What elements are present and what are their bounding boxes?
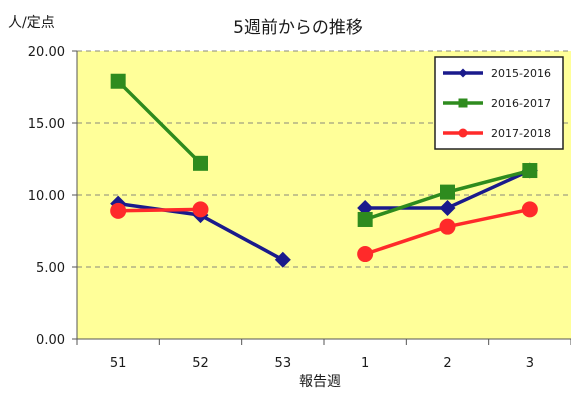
series-2016-2017 bbox=[110, 73, 538, 227]
legend-item: 2015-2016 bbox=[443, 67, 551, 80]
x-tick-label: 51 bbox=[110, 356, 127, 371]
data-point bbox=[192, 201, 209, 218]
legend-item: 2017-2018 bbox=[443, 127, 551, 140]
y-tick-label: 20.00 bbox=[28, 45, 65, 60]
x-axis-title: 報告週 bbox=[299, 374, 341, 390]
data-point bbox=[458, 68, 468, 78]
data-point bbox=[458, 128, 468, 138]
y-axis-title: 人/定点 bbox=[8, 15, 55, 31]
data-point bbox=[440, 184, 455, 200]
series-layer bbox=[110, 73, 538, 268]
data-point bbox=[357, 199, 374, 216]
data-point bbox=[522, 163, 538, 179]
data-point bbox=[439, 218, 456, 235]
chart-title: 5週前からの推移 bbox=[233, 18, 363, 38]
x-tick-label: 2 bbox=[443, 356, 451, 371]
series-2017-2018 bbox=[110, 201, 538, 263]
legend-label: 2016-2017 bbox=[491, 97, 551, 110]
data-point bbox=[521, 201, 538, 218]
x-tick-label: 52 bbox=[192, 356, 209, 371]
x-tick-label: 1 bbox=[361, 356, 369, 371]
y-tick-label: 0.00 bbox=[36, 333, 65, 348]
y-tick-label: 15.00 bbox=[28, 117, 65, 132]
legend-item: 2016-2017 bbox=[443, 97, 551, 110]
data-point bbox=[458, 98, 468, 108]
x-tick-label: 53 bbox=[275, 356, 292, 371]
data-point bbox=[110, 73, 126, 89]
legend: 2015-2016 2016-2017 2017-2018 bbox=[434, 56, 564, 150]
legend-label: 2017-2018 bbox=[491, 127, 551, 140]
legend-items: 2015-2016 2016-2017 2017-2018 bbox=[443, 67, 551, 140]
series-line bbox=[116, 207, 203, 213]
legend-label: 2015-2016 bbox=[491, 67, 551, 80]
y-tick-label: 5.00 bbox=[36, 261, 65, 276]
y-tick-label: 10.00 bbox=[28, 189, 65, 204]
x-tick-labels: 51 52 53 1 2 3 bbox=[76, 339, 571, 371]
data-point bbox=[439, 199, 456, 216]
data-point bbox=[357, 211, 373, 227]
data-point bbox=[193, 155, 208, 171]
x-tick-label: 3 bbox=[526, 356, 534, 371]
series-line bbox=[116, 79, 203, 166]
data-point bbox=[274, 251, 291, 268]
data-point bbox=[357, 246, 374, 263]
y-tick-labels: 0.00 5.00 10.00 15.00 20.00 bbox=[28, 45, 77, 348]
data-point bbox=[110, 202, 127, 219]
